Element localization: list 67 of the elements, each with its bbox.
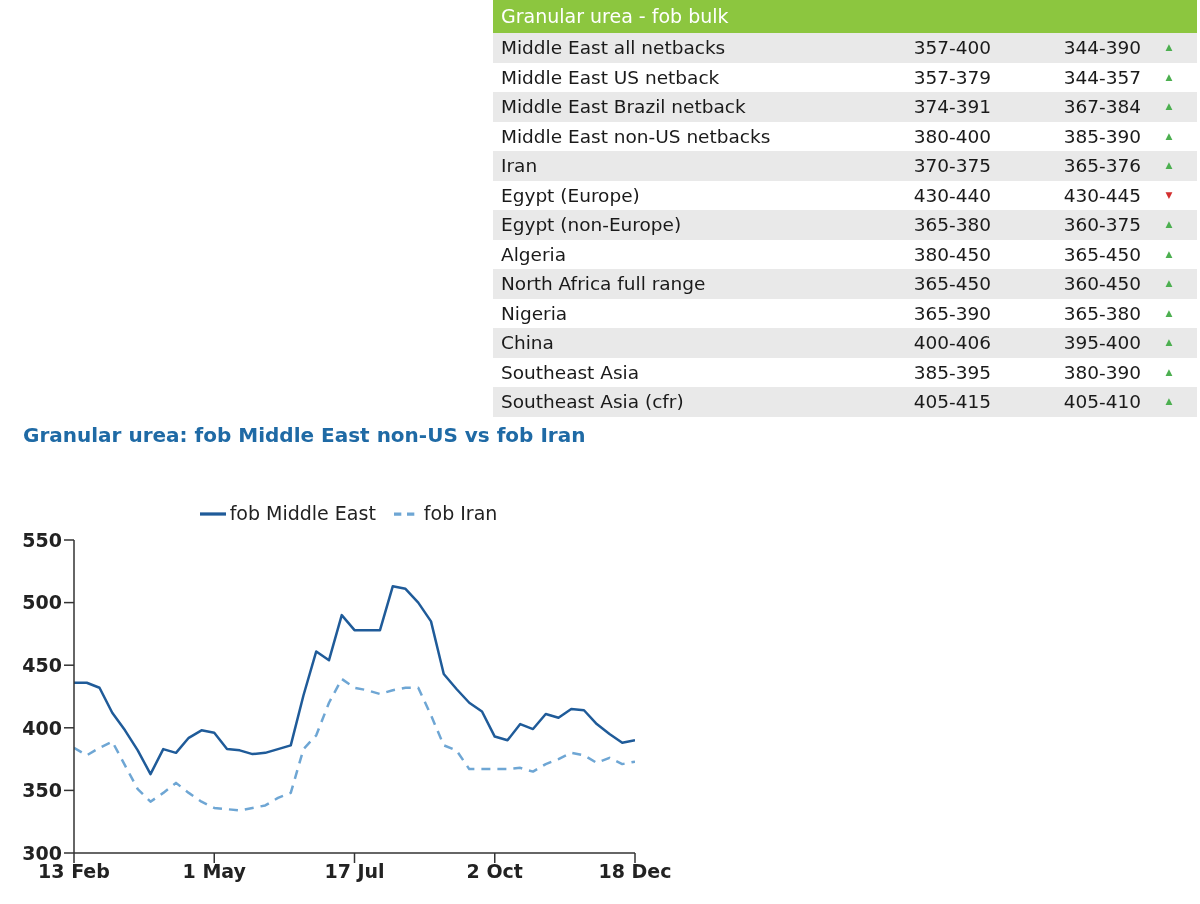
- legend-label: fob Middle East: [229, 501, 376, 524]
- x-tick-label: 2 Oct: [466, 860, 523, 883]
- text: 344-357: [1063, 66, 1141, 88]
- x-tick-label: 18 Dec: [598, 860, 672, 883]
- text: ▲: [1165, 160, 1173, 170]
- category-label: Algeria: [500, 242, 567, 267]
- text: 365-390: [913, 302, 991, 324]
- y-tick-label: 550: [22, 528, 62, 551]
- text: 374-391: [913, 96, 991, 117]
- text: 385-395: [913, 361, 991, 383]
- text: 360-375: [1063, 214, 1141, 235]
- line-series: [74, 677, 635, 812]
- category-label: Iran: [500, 154, 539, 178]
- text: ▲: [1165, 396, 1173, 406]
- text: ▲: [1165, 101, 1173, 111]
- text: 400-406: [913, 332, 991, 353]
- category-label: China: [500, 331, 555, 355]
- y-tick-label: 450: [22, 653, 62, 676]
- text: 380-400: [913, 125, 991, 147]
- category-label: Middle East non-US netbacks: [500, 124, 772, 149]
- y-tick-label: 350: [22, 779, 62, 802]
- x-tick-label: 17 Jul: [324, 860, 385, 883]
- category-label: Egypt (Europe): [500, 183, 641, 208]
- text: 357-379: [913, 66, 991, 88]
- text: Granular urea - fob bulk: [493, 0, 1197, 33]
- category-label: Southeast Asia: [500, 360, 641, 385]
- text: ▲: [1165, 42, 1173, 52]
- text: 405-410: [1063, 391, 1141, 412]
- y-tick-label: 500: [22, 591, 62, 614]
- line-series: [74, 585, 635, 776]
- text: 385-390: [1063, 125, 1141, 147]
- text: 365-450: [1063, 243, 1141, 265]
- text: 395-400: [1063, 332, 1141, 353]
- category-label: Middle East Brazil netback: [500, 95, 747, 119]
- text: 405-415: [913, 391, 991, 412]
- text: ▲: [1165, 366, 1173, 377]
- text: ▲: [1165, 219, 1173, 229]
- text: 367-384: [1063, 96, 1141, 117]
- text: 430-445: [1063, 184, 1141, 206]
- chart-title: Granular urea: fob Middle East non-US vs fob Iran: [23, 423, 586, 447]
- y-tick-label: 400: [22, 716, 62, 739]
- category-label: North Africa full range: [500, 272, 707, 296]
- text: ▲: [1165, 71, 1173, 82]
- category-label: Middle East US netback: [500, 65, 721, 90]
- text: ▲: [1165, 337, 1173, 347]
- text: 357-400: [913, 37, 991, 58]
- category-label: Nigeria: [500, 301, 569, 326]
- text: ▲: [1165, 248, 1173, 259]
- text: 365-450: [913, 273, 991, 294]
- text: 370-375: [913, 155, 991, 176]
- category-label: Egypt (non-Europe): [500, 213, 683, 237]
- text: ▼: [1165, 189, 1173, 200]
- text: 380-450: [913, 243, 991, 265]
- text: 430-440: [913, 184, 991, 206]
- text: ▲: [1165, 307, 1173, 318]
- text: 344-390: [1063, 37, 1141, 58]
- legend-label: fob Iran: [423, 501, 498, 524]
- category-label: Middle East all netbacks: [500, 36, 727, 60]
- text: ▲: [1165, 130, 1173, 141]
- x-tick-label: 1 May: [182, 860, 247, 883]
- text: ▲: [1165, 278, 1173, 288]
- text: 380-390: [1063, 361, 1141, 383]
- text: 360-450: [1063, 273, 1141, 294]
- text: 365-380: [1063, 302, 1141, 324]
- text: 365-380: [913, 214, 991, 235]
- category-label: Southeast Asia (cfr): [500, 390, 685, 414]
- text: 365-376: [1063, 155, 1141, 176]
